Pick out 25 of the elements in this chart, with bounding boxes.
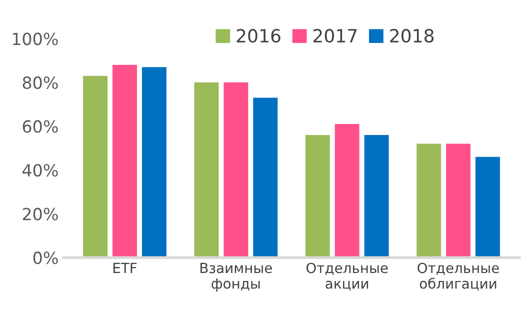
y-tick-label: 60% — [22, 120, 58, 133]
bar — [194, 82, 219, 258]
y-tick-label: 40% — [22, 164, 58, 177]
legend-label: 2017 — [314, 28, 357, 43]
y-tick-label: 80% — [22, 76, 58, 89]
y-tick-label: 100% — [12, 32, 58, 46]
bar — [334, 124, 360, 258]
bar — [475, 156, 500, 258]
x-tick-label: Отдельные акции — [306, 262, 388, 290]
y-tick-label: 20% — [22, 208, 58, 220]
bar — [112, 64, 137, 258]
x-tick-label: Отдельные облигации — [418, 262, 499, 290]
bar — [253, 98, 278, 258]
legend-label: 2016 — [236, 28, 280, 43]
bar — [142, 67, 166, 258]
x-tick-label: ETF — [113, 262, 137, 274]
bar — [83, 76, 108, 258]
bar — [305, 134, 330, 258]
x-tick-label: Взаимные фонды — [200, 262, 272, 292]
y-tick-label: 0% — [33, 252, 58, 264]
legend-label: 2018 — [390, 28, 434, 43]
bar — [364, 134, 389, 258]
bar — [224, 82, 248, 258]
bar — [446, 144, 470, 258]
bar — [416, 144, 442, 258]
